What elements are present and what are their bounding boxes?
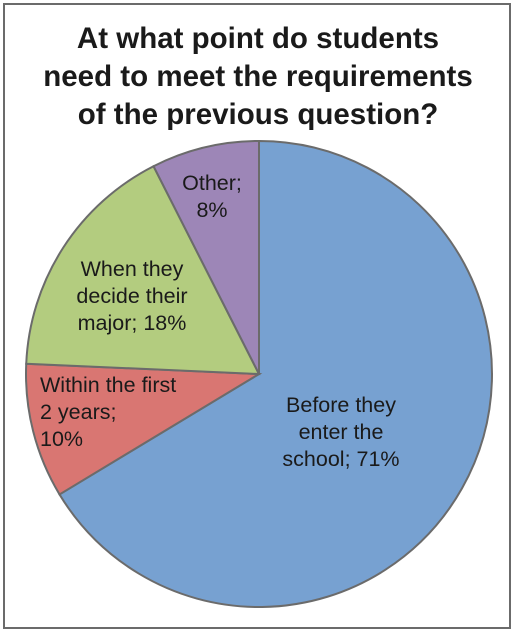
slice-label-line: decide their <box>76 284 187 308</box>
pie-slice-first-two-years <box>25 362 263 496</box>
pie-slice-before-school <box>58 139 493 608</box>
slice-label-line: 2 years; <box>40 400 116 424</box>
slice-label-line: enter the <box>299 420 384 444</box>
slice-label-line: Other; <box>182 171 242 195</box>
chart-title-line-2: need to meet the requirements <box>43 60 473 93</box>
slice-label-line: When they <box>81 257 184 281</box>
chart-title: At what point do students need to meet t… <box>0 20 516 134</box>
slice-label-line: Before they <box>286 393 396 417</box>
slice-label-first-two-years: Within the first 2 years; 10% <box>40 373 176 451</box>
slice-label-line: major; 18% <box>78 311 187 335</box>
slice-label-line: 8% <box>196 198 227 222</box>
chart-title-line-3: of the previous question? <box>77 98 439 131</box>
slice-label-decide-major: When they decide their major; 18% <box>76 257 187 335</box>
slice-label-other: Other; 8% <box>182 171 242 222</box>
pie-slice-decide-major <box>25 164 261 376</box>
slice-label-line: Within the first <box>40 373 176 397</box>
slice-label-line: school; 71% <box>282 447 399 471</box>
pie-slice-other <box>152 139 260 375</box>
slice-label-before-school: Before they enter the school; 71% <box>282 393 399 471</box>
chart-title-line-1: At what point do students <box>76 22 440 55</box>
slice-label-line: 10% <box>40 427 83 451</box>
